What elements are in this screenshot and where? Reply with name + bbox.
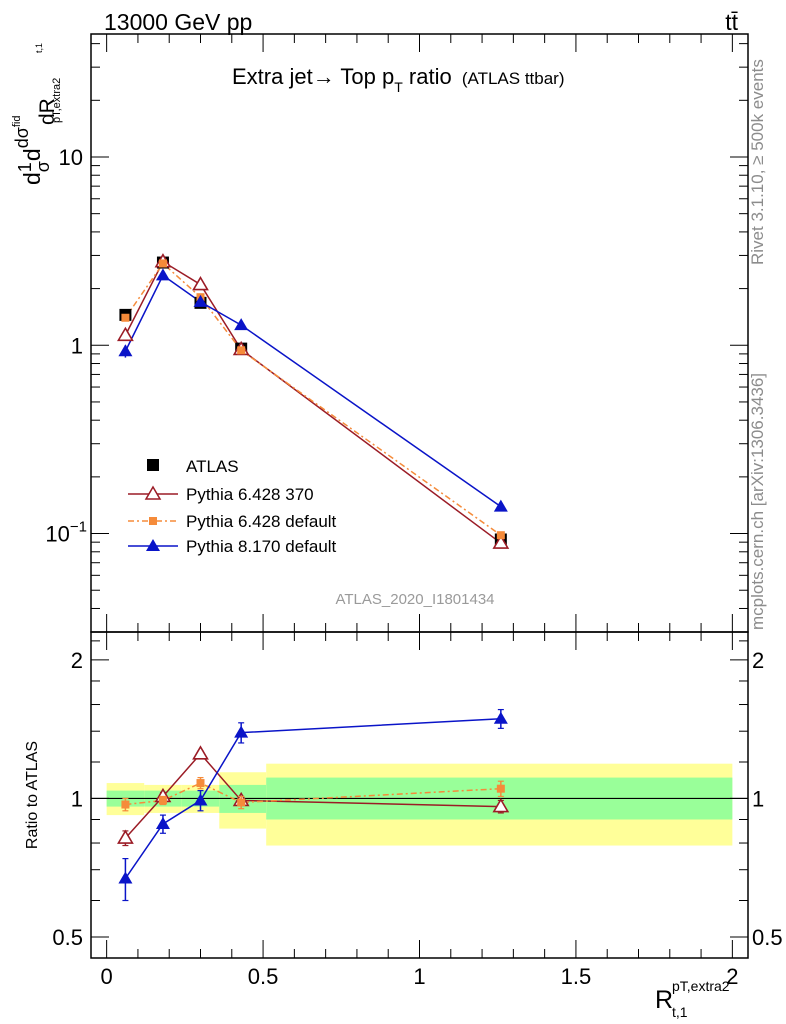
legend-atlas-label: ATLAS xyxy=(186,457,239,476)
ratio-point-py8 xyxy=(118,871,133,884)
x-tick-label: 1 xyxy=(413,964,425,989)
ratio-plot: 0.5 0.5 1 1 2 2 0 0.5 1 1.5 2 xyxy=(52,631,783,989)
legend-py8-marker xyxy=(146,539,160,551)
main-y-axis-label: d1σddσfid pT,extra2 t,1 dR xyxy=(11,43,63,185)
main-point-py6-default xyxy=(121,313,130,322)
ratio-y-tick-label-right: 1 xyxy=(752,786,764,811)
x-tick-label: 1.5 xyxy=(561,964,592,989)
ratio-y-tick-label: 0.5 xyxy=(52,925,83,950)
ratio-point-py6-default xyxy=(237,798,246,807)
legend-py6-default-marker xyxy=(149,517,157,525)
ratio-point-py6-default xyxy=(496,784,505,793)
ratio-point-py8 xyxy=(155,816,170,829)
legend: ATLAS Pythia 6.428 370 Pythia 6.428 defa… xyxy=(128,457,337,556)
main-point-py6-default xyxy=(158,259,167,268)
x-axis-label: R pT,extra2 t,1 xyxy=(655,978,730,1020)
svg-text:dR: dR xyxy=(36,98,59,125)
svg-text:pT,extra2: pT,extra2 xyxy=(51,78,63,123)
main-point-py6-370 xyxy=(492,534,510,549)
ratio-point-py8 xyxy=(493,711,508,724)
ratio-point-py6-default xyxy=(196,779,205,788)
ratio-point-py6-370 xyxy=(192,745,209,760)
x-tick-label: 2 xyxy=(726,964,738,989)
ratio-point-py8 xyxy=(234,725,249,738)
legend-py6-default-label: Pythia 6.428 default xyxy=(186,512,337,531)
main-point-py6-370 xyxy=(117,326,134,342)
ratio-y-tick-label-right: 0.5 xyxy=(752,925,783,950)
main-point-py6-default xyxy=(237,346,246,355)
main-y-tick-label: 10 xyxy=(59,145,83,170)
plot-title: Extra jet→ Top pT ratio (ATLAS ttbar) xyxy=(232,64,565,95)
main-point-py8 xyxy=(155,268,170,281)
svg-text:t,1: t,1 xyxy=(34,43,44,53)
x-tick-label: 0 xyxy=(101,964,113,989)
ratio-point-py6-370 xyxy=(492,798,510,813)
ratio-point-py8 xyxy=(193,793,208,806)
ratio-y-tick-label: 1 xyxy=(71,786,83,811)
main-y-tick-label: 1 xyxy=(71,333,83,358)
ratio-y-tick-label-right: 2 xyxy=(752,648,764,673)
x-tick-label: 0.5 xyxy=(248,964,279,989)
legend-py6-370-label: Pythia 6.428 370 xyxy=(186,485,314,504)
legend-atlas-marker xyxy=(147,459,159,471)
ratio-point-py6-default xyxy=(121,800,130,809)
main-plot: 10−1 1 10 xyxy=(45,33,749,633)
ratio-point-py6-default xyxy=(158,796,167,805)
main-point-py8 xyxy=(118,344,133,357)
svg-text:R: R xyxy=(655,986,673,1014)
legend-py8-label: Pythia 8.170 default xyxy=(186,537,337,556)
rivet-version-label: Rivet 3.1.10, ≥ 500k events xyxy=(748,59,767,265)
process-label: 13000 GeV pp xyxy=(104,9,252,35)
mcplots-label: mcplots.cern.ch [arXiv:1306.3436] xyxy=(748,373,767,630)
analysis-watermark: ATLAS_2020_I1801434 xyxy=(335,591,494,608)
main-point-py6-default xyxy=(496,531,505,540)
main-point-py8 xyxy=(193,294,208,307)
svg-text:pT,extra2: pT,extra2 xyxy=(672,978,730,994)
main-point-py8 xyxy=(493,499,508,512)
ratio-point-py6-370 xyxy=(117,829,134,844)
main-point-py8 xyxy=(234,318,249,331)
ratio-y-tick-label: 2 xyxy=(71,648,83,673)
svg-text:d1σddσfid: d1σddσfid xyxy=(11,116,53,185)
ratio-y-axis-label: Ratio to ATLAS xyxy=(24,741,41,849)
legend-py6-370-marker xyxy=(144,485,162,500)
main-point-py6-370 xyxy=(192,276,209,291)
channel-label: tt̄ xyxy=(725,9,738,35)
main-y-tick-label: 10−1 xyxy=(45,519,87,547)
svg-text:t,1: t,1 xyxy=(672,1004,688,1020)
